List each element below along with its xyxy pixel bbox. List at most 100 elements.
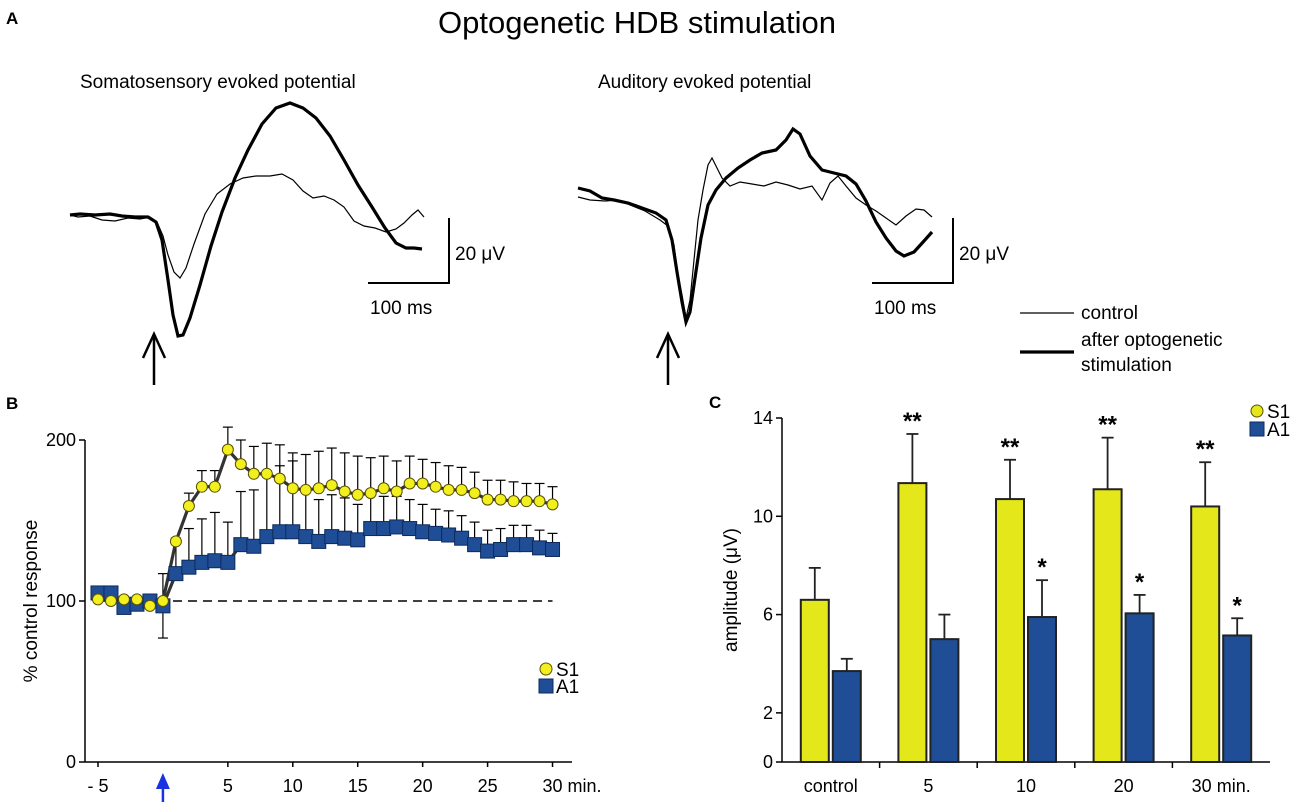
b-S1-marker: [481, 493, 494, 506]
c-legend-S1-label: S1: [1267, 402, 1290, 423]
figure-title: Optogenetic HDB stimulation: [438, 5, 836, 40]
b-A1-marker: [493, 541, 509, 557]
c-significance-A1: *: [1135, 569, 1145, 596]
b-S1-marker: [273, 472, 286, 485]
b-A1-marker: [467, 537, 483, 553]
b-A1-marker: [376, 521, 392, 537]
b-A1-marker: [181, 559, 197, 575]
b-S1-marker: [143, 599, 156, 612]
c-x-tick-label: 5: [923, 776, 933, 796]
c-bar-S1: [897, 482, 928, 763]
b-S1-marker: [546, 498, 559, 511]
c-x-tick-label: 10: [1016, 776, 1036, 796]
b-A1-marker: [207, 553, 223, 569]
b-S1-marker: [260, 467, 273, 480]
panel-b-chart: 0 100 200 - 5 5 10 15 20 25 30 min. % control resp…: [21, 426, 602, 802]
c-bar-S1: [799, 598, 830, 763]
c-bar-S1: [1092, 488, 1123, 763]
c-x-tick-label: 20: [1114, 776, 1134, 796]
c-significance-A1: *: [1037, 554, 1047, 581]
b-x-tick-label: 25: [478, 776, 498, 796]
b-S1-marker: [130, 593, 143, 606]
b-legend-S1-marker: [539, 662, 553, 676]
b-A1-marker: [194, 554, 210, 570]
panel-a: Somatosensory evoked potential Auditory …: [69, 72, 1223, 385]
b-A1-marker: [519, 537, 535, 553]
b-S1-marker: [390, 485, 403, 498]
b-y-tick-label: 200: [46, 430, 76, 450]
b-A1-marker: [311, 533, 327, 549]
c-significance-S1: **: [1098, 412, 1117, 439]
somatosensory-scale-time: 100 ms: [370, 298, 432, 319]
somatosensory-after-trace: [69, 101, 423, 338]
legend-control-label: control: [1081, 303, 1138, 324]
b-S1-marker: [325, 479, 338, 492]
b-y-tick-label: 0: [66, 752, 76, 772]
auditory-control-trace: [577, 156, 933, 319]
c-y-tick-label: 6: [763, 605, 773, 625]
b-S1-marker: [182, 500, 195, 513]
b-y-tick-label: 100: [46, 591, 76, 611]
panel-letter-b: B: [6, 394, 18, 413]
b-A1-marker: [402, 521, 418, 537]
somatosensory-scale-bar: [368, 218, 450, 284]
panel-letter-a: A: [6, 9, 18, 28]
c-y-tick-label: 2: [763, 703, 773, 723]
c-y-tick-label: 0: [763, 752, 773, 772]
somatosensory-control-trace: [69, 173, 425, 279]
b-S1-marker: [507, 495, 520, 508]
b-S1-marker: [416, 477, 429, 490]
b-S1-marker: [221, 443, 234, 456]
b-S1-marker: [351, 488, 364, 501]
somatosensory-arrow-icon: [141, 330, 167, 385]
c-legend-A1-label: A1: [1267, 420, 1290, 441]
b-A1-marker: [415, 524, 431, 540]
c-significance-A1: *: [1233, 592, 1243, 619]
b-S1-line: [97, 446, 553, 608]
b-A1-marker: [259, 529, 275, 545]
b-S1-marker: [455, 483, 468, 496]
c-significance-S1: **: [1001, 434, 1020, 461]
b-S1-marker: [338, 485, 351, 498]
b-S1-marker: [377, 482, 390, 495]
b-x-tick-label: - 5: [87, 776, 108, 796]
b-S1-marker: [442, 483, 455, 496]
b-S1-marker: [117, 593, 130, 606]
b-legend-S1-label: S1: [556, 660, 579, 681]
b-S1-marker: [156, 595, 169, 607]
auditory-arrow-icon: [655, 330, 681, 385]
b-S1-marker: [234, 458, 247, 471]
b-A1-marker: [324, 529, 340, 545]
b-S1-marker: [208, 480, 221, 493]
b-S1-marker: [169, 535, 182, 548]
b-A1-marker: [272, 524, 288, 540]
b-S1-marker: [468, 487, 481, 500]
auditory-scale-time: 100 ms: [874, 298, 936, 319]
auditory-scale-bar: [872, 218, 954, 284]
b-A1-marker: [337, 530, 353, 546]
somatosensory-title: Somatosensory evoked potential: [80, 72, 356, 93]
b-A1-marker: [454, 530, 470, 546]
c-significance-S1: **: [1196, 436, 1215, 463]
b-S1-marker: [299, 483, 312, 496]
b-S1-marker: [364, 487, 377, 500]
c-legend-A1-marker: [1249, 421, 1265, 437]
b-A1-marker: [441, 527, 457, 543]
legend-after-label-2: stimulation: [1081, 355, 1172, 376]
c-bar-A1: [831, 670, 862, 763]
b-x-tick-label: 10: [283, 776, 303, 796]
c-y-tick-label: 14: [753, 408, 773, 428]
panel-letter-c: C: [709, 393, 721, 412]
b-x-tick-label: 30 min.: [543, 776, 602, 796]
b-A1-marker: [285, 524, 301, 540]
b-A1-marker: [545, 541, 561, 557]
b-A1-marker: [246, 538, 262, 554]
b-S1-marker: [520, 495, 533, 508]
c-significance-S1: **: [903, 408, 922, 435]
b-S1-marker: [429, 480, 442, 493]
b-S1-marker: [286, 482, 299, 495]
b-S1-marker: [403, 477, 416, 490]
b-S1-marker: [104, 595, 117, 607]
c-bar-S1: [995, 498, 1025, 763]
